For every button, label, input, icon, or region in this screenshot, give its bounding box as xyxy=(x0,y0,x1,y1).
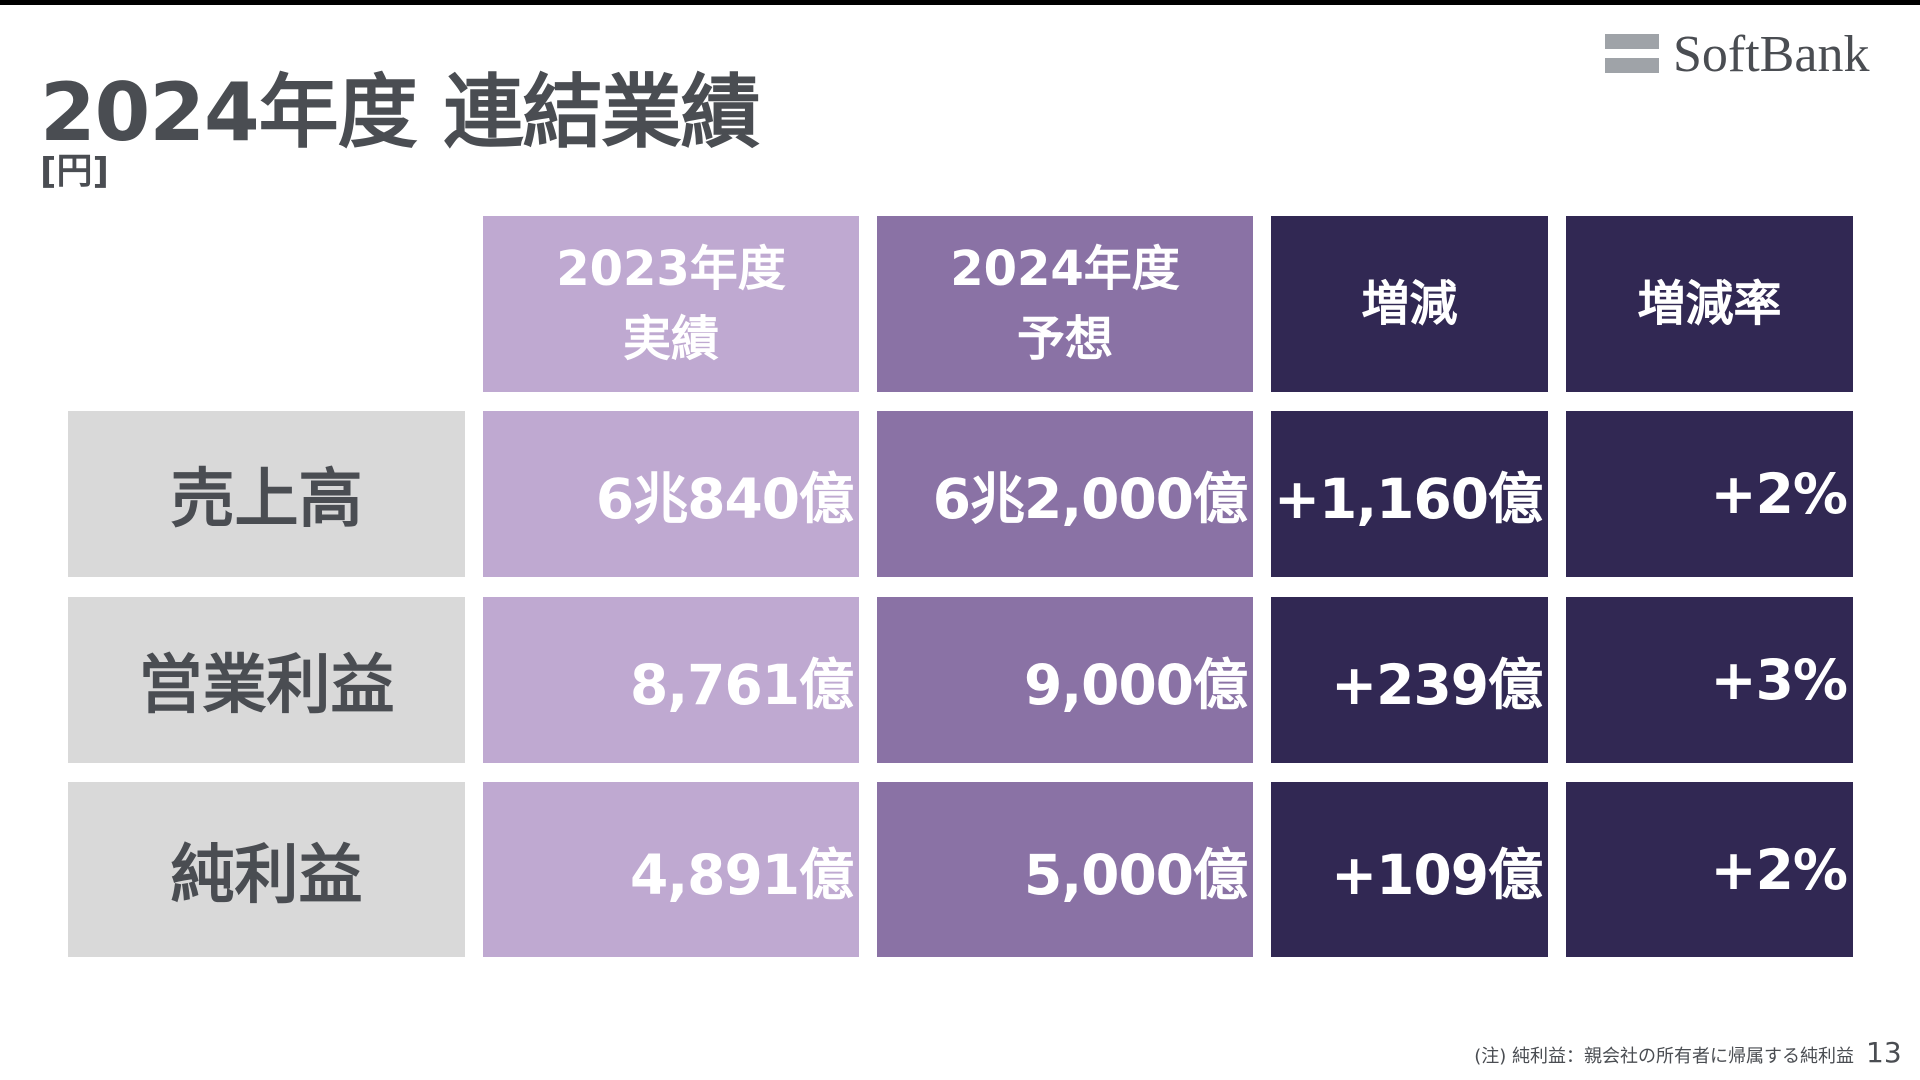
top-border xyxy=(0,0,1920,5)
header-line2: 実績 xyxy=(622,311,719,367)
cell-net-2024: 5,000億 xyxy=(877,782,1253,957)
cell-operating-change: +239億 xyxy=(1271,597,1548,763)
page-title: 2024年度 連結業績 xyxy=(40,66,761,159)
cell-operating-2024: 9,000億 xyxy=(877,597,1253,763)
cell-revenue-change: +1,160億 xyxy=(1271,411,1548,577)
cell-operating-2023: 8,761億 xyxy=(483,597,859,763)
header-2024-forecast: 2024年度 予想 xyxy=(877,216,1253,392)
row-label-net-income: 純利益 xyxy=(68,782,465,957)
page-number: 13 xyxy=(1866,1036,1902,1069)
header-line2: 予想 xyxy=(1016,311,1113,367)
header-line1: 増減 xyxy=(1361,276,1458,332)
header-2023-actual: 2023年度 実績 xyxy=(483,216,859,392)
cell-net-rate: +2% xyxy=(1566,782,1853,957)
header-line1: 増減率 xyxy=(1637,276,1782,332)
header-line1: 2024年度 xyxy=(950,241,1180,297)
row-label-operating-income: 営業利益 xyxy=(68,597,465,763)
cell-revenue-2023: 6兆840億 xyxy=(483,411,859,577)
footnote: (注) 純利益：親会社の所有者に帰属する純利益 xyxy=(1474,1046,1854,1067)
cell-operating-rate: +3% xyxy=(1566,597,1853,763)
cell-revenue-rate: +2% xyxy=(1566,411,1853,577)
logo-bars-icon xyxy=(1605,34,1659,76)
cell-net-2023: 4,891億 xyxy=(483,782,859,957)
header-line1: 2023年度 xyxy=(556,241,786,297)
header-change: 増減 xyxy=(1271,216,1548,392)
cell-net-change: +109億 xyxy=(1271,782,1548,957)
row-label-revenue: 売上高 xyxy=(68,411,465,577)
logo-text: SoftBank xyxy=(1673,26,1870,83)
cell-revenue-2024: 6兆2,000億 xyxy=(877,411,1253,577)
unit-label: [円] xyxy=(40,151,109,192)
header-change-rate: 増減率 xyxy=(1566,216,1853,392)
softbank-logo: SoftBank xyxy=(1605,26,1880,83)
